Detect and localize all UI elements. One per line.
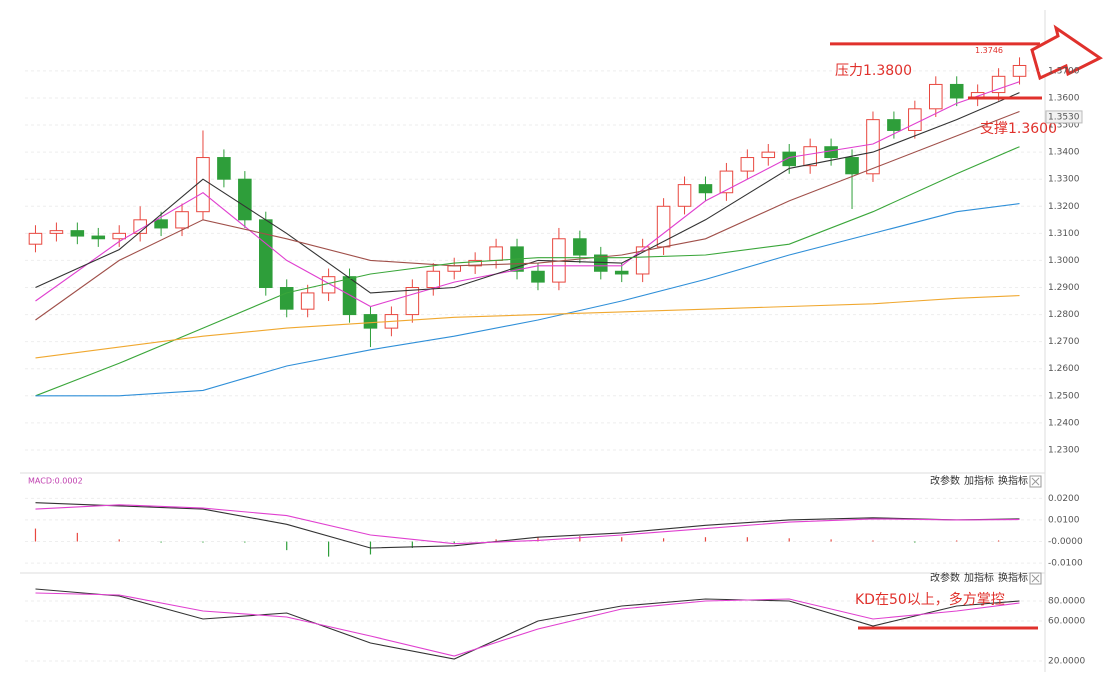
candle-body [761, 151, 776, 159]
candle-body [426, 270, 441, 289]
indicator-line [35, 588, 1020, 660]
resistance-label: 压力1.3800 [835, 63, 912, 79]
indicator-line [35, 146, 1020, 397]
candle-body [175, 211, 189, 229]
candle-body [447, 265, 461, 272]
indicator-line [35, 504, 1020, 545]
candle-body [908, 108, 922, 131]
candle-body [573, 238, 587, 256]
y-tick-label: 60.0000 [1048, 617, 1085, 627]
y-tick-label: 1.2700 [1048, 337, 1080, 347]
candle-body [342, 276, 357, 316]
candle-body [300, 292, 315, 310]
last-price-label: 1.3746 [975, 46, 1003, 55]
y-tick-label: 1.2900 [1048, 283, 1080, 293]
candle-body [698, 184, 713, 194]
candle-body [949, 83, 964, 99]
y-tick-label: 1.3600 [1048, 93, 1080, 103]
y-tick-label: 1.3100 [1048, 229, 1080, 239]
indicator-line [35, 295, 1020, 359]
candle-body [719, 170, 734, 194]
kd-annotation: KD在50以上，多方掌控 [855, 591, 1005, 608]
y-tick-label: 1.2400 [1048, 418, 1080, 428]
indicator-line [35, 81, 1020, 308]
y-tick-label: 1.2800 [1048, 310, 1080, 320]
candle-body [405, 287, 420, 316]
y-tick-label: 1.2300 [1048, 445, 1080, 455]
candle-body [929, 83, 943, 110]
y-tick-label: 1.3300 [1048, 175, 1080, 185]
indicator-line [35, 110, 1020, 321]
candle-body [656, 205, 671, 248]
y-tick-label: -0.0100 [1048, 559, 1083, 569]
candle-body [991, 75, 1006, 94]
candle-body [614, 270, 629, 275]
y-tick-label: 1.3500 [1048, 121, 1080, 131]
indicator-button[interactable]: 加指标 [964, 474, 994, 487]
axis-price-label: 1.3530 [1048, 112, 1080, 122]
candle-body [824, 146, 838, 159]
y-tick-label: 20.0000 [1048, 657, 1085, 667]
candle-body [489, 246, 503, 261]
candle-body [887, 119, 901, 131]
y-tick-label: 80.0000 [1048, 597, 1085, 607]
candle-body [154, 219, 168, 229]
indicator-line [35, 502, 1020, 549]
candle-body [217, 157, 231, 180]
candle-body [49, 230, 64, 234]
indicator-line [35, 592, 1020, 657]
candle-body [531, 270, 545, 283]
indicator-button[interactable]: 换指标 [998, 474, 1028, 487]
y-tick-label: 1.3200 [1048, 202, 1080, 212]
candle-body [468, 259, 482, 267]
axis-price-box [1045, 110, 1083, 124]
close-box[interactable] [1029, 475, 1042, 488]
y-tick-label: 0.0100 [1048, 515, 1080, 525]
y-tick-label: 1.2500 [1048, 391, 1080, 401]
candle-body [803, 146, 817, 167]
indicator-button[interactable]: 改参数 [930, 571, 960, 584]
candle-body [677, 184, 692, 207]
indicator-button[interactable]: 加指标 [964, 571, 994, 584]
candle-body [196, 157, 210, 213]
y-tick-label: 1.3400 [1048, 148, 1080, 158]
candle-body [782, 151, 796, 167]
candle-body [238, 178, 252, 221]
candle-body [363, 314, 378, 329]
support-label: 支撑1.3600 [980, 121, 1057, 137]
indicator-button[interactable]: 改参数 [930, 474, 960, 487]
candle-body [259, 219, 273, 289]
y-tick-label: -0.0000 [1048, 537, 1083, 547]
candle-body [866, 119, 880, 175]
indicator-button[interactable]: 换指标 [998, 571, 1028, 584]
indicator-line [35, 203, 1020, 397]
y-tick-label: 1.3000 [1048, 256, 1080, 266]
candle-body [279, 287, 294, 310]
y-tick-label: 1.2600 [1048, 364, 1080, 374]
indicator-line [35, 92, 1020, 294]
y-tick-label: 0.0200 [1048, 494, 1080, 504]
candle-body [740, 157, 755, 172]
candle-body [70, 230, 85, 237]
candle-body [845, 157, 859, 175]
arrow-icon [1030, 24, 1103, 81]
candle-body [28, 232, 43, 245]
close-box[interactable] [1029, 572, 1042, 585]
y-tick-label: 1.3700 [1048, 66, 1080, 76]
candle-body [112, 232, 126, 240]
macd-label: MACD:0.0002 [28, 477, 83, 486]
candle-body [91, 235, 106, 240]
candle-body [1012, 64, 1027, 77]
